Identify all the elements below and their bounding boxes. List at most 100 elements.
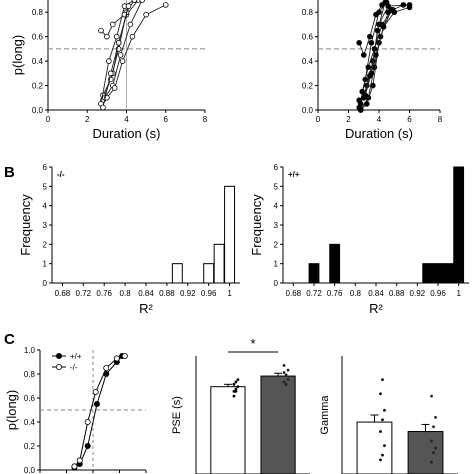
x-tick-label: 0.68 [55,289,71,298]
y-tick-label: 0.6 [32,33,44,42]
panel-label-b: B [4,164,15,181]
y-tick-label: 0.2 [24,442,36,451]
y-tick-label: 2 [43,240,48,249]
y-tick-label: 0.6 [302,33,314,42]
data-point [139,0,145,3]
data-point [367,33,373,40]
data-point [100,104,106,111]
data-point [382,0,388,6]
data-point [236,385,240,389]
data-point [162,2,169,8]
histogram-bar [453,166,465,284]
data-point [367,72,373,79]
legend-marker [56,352,63,359]
histogram-bar [203,263,215,284]
y-tick-label: 0.6 [24,394,36,403]
x-tick-label: 6 [164,115,169,124]
data-point [381,453,384,457]
data-point [379,430,382,433]
y-tick-label: 6 [274,163,279,172]
data-point [131,0,138,3]
x-tick-label: 0.8 [120,289,132,298]
y-tick-label: 0.2 [32,82,44,91]
data-point [104,33,110,40]
data-point [282,371,286,374]
data-point [71,463,78,470]
series-line [74,355,125,467]
y-tick-label: 0.4 [32,57,44,66]
x-tick-label: 0.76 [96,289,112,298]
x-tick-label: 8 [438,115,443,124]
bar [356,421,393,474]
x-tick-label: 0.92 [410,289,426,298]
data-point [115,39,122,46]
histogram-bar [329,243,341,284]
x-tick-label: 2 [346,115,351,124]
data-point [380,24,387,30]
x-tick-label: 0.92 [180,289,196,298]
y-tick-label: 0.8 [302,8,314,17]
data-point [232,382,236,386]
histogram-bar [432,263,444,284]
genotype-label: -/- [57,170,65,179]
y-tick-label: 6 [43,163,48,172]
data-point [143,11,149,18]
data-point [113,33,120,40]
data-point [360,94,367,101]
data-point [381,378,384,381]
data-point [434,446,437,450]
data-point [284,382,288,386]
data-point [109,21,116,28]
data-point [385,3,391,9]
significance-marker: * [250,336,255,351]
y-tick-label: 4 [274,202,279,211]
panel-label-c: C [4,331,15,348]
x-tick-label: 1 [456,289,461,298]
data-point [117,52,124,58]
y-tick-label: 1.0 [24,346,36,355]
data-point [127,21,134,28]
x-tick-label: 0.72 [306,289,322,298]
x-tick-label: 8 [203,115,208,124]
data-point [121,352,128,359]
x-tick-label: 0.72 [76,289,92,298]
data-point [374,27,381,34]
x-tick-label: 1 [227,289,232,298]
data-point [363,101,370,107]
y-axis-label: p(long) [4,390,19,430]
data-point [236,378,240,381]
histogram-bar [213,243,225,284]
x-tick-label: 6 [407,115,412,124]
data-point [430,394,433,398]
histogram-bar [224,185,236,284]
data-point [93,400,100,407]
y-axis-label: Gamma [319,395,331,435]
x-tick-label: 0.84 [368,289,384,298]
bar [407,431,444,474]
data-point [365,64,372,71]
y-axis-label: Frequency [249,194,264,256]
data-point [434,415,437,419]
bar [260,375,296,474]
x-tick-label: 0.96 [201,289,217,298]
y-tick-label: 0.4 [24,418,36,427]
y-tick-label: 0.2 [302,82,314,91]
y-axis-label: p(long) [10,35,25,75]
data-point [76,457,83,464]
data-point [232,394,236,398]
data-point [129,33,136,40]
y-tick-label: 0 [43,279,48,288]
data-point [359,88,366,95]
data-point [286,378,290,381]
y-tick-label: 0.4 [302,57,314,66]
series-line [106,4,167,99]
y-tick-label: 3 [274,221,279,230]
data-point [432,425,435,429]
y-tick-label: 0.0 [32,106,44,115]
x-tick-label: 4 [124,115,129,124]
y-tick-label: 5 [274,182,279,191]
y-axis-label: Frequency [18,194,33,256]
x-tick-label: 0 [316,115,321,124]
y-tick-label: 0.0 [24,466,36,474]
y-tick-label: 0.8 [24,370,36,379]
